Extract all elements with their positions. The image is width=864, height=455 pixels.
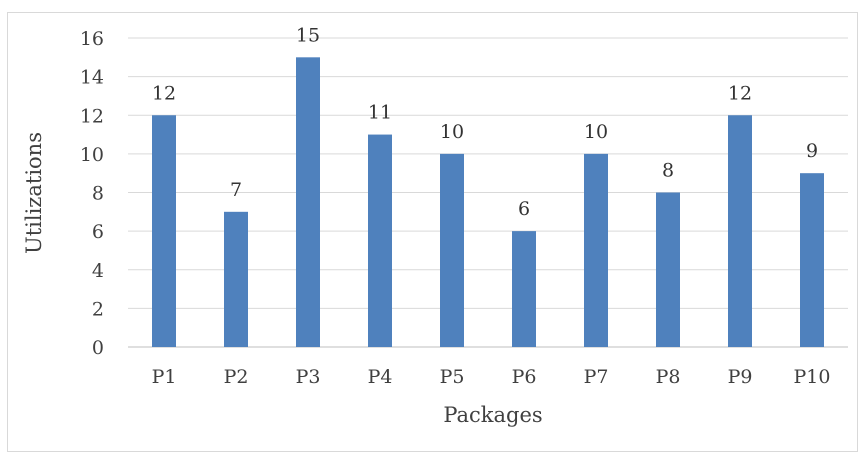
data-label-p1: 12 (152, 82, 176, 104)
data-label-p8: 8 (662, 160, 674, 182)
y-tick-label: 6 (92, 221, 104, 243)
x-tick-label: P10 (794, 366, 831, 388)
x-tick-label: P1 (152, 366, 177, 388)
x-axis-ticks: P1 P2 P3 P4 P5 P6 P7 P8 P9 P10 (152, 366, 831, 388)
x-tick-label: P8 (656, 366, 681, 388)
x-tick-label: P6 (512, 366, 537, 388)
bar-p2 (224, 212, 248, 347)
x-tick-label: P5 (440, 366, 465, 388)
bar-p1 (152, 115, 176, 347)
bar-p9 (728, 115, 752, 347)
y-axis-ticks: 0 2 4 6 8 10 12 14 16 (80, 28, 104, 359)
data-label-p10: 9 (806, 140, 818, 162)
data-label-p2: 7 (230, 179, 242, 201)
data-label-p6: 6 (518, 198, 530, 220)
data-label-p5: 10 (440, 121, 464, 143)
bars (152, 57, 824, 347)
data-label-p3: 15 (296, 24, 320, 46)
y-tick-label: 0 (92, 337, 104, 359)
y-tick-label: 4 (92, 260, 104, 282)
y-tick-label: 14 (80, 67, 104, 89)
x-tick-label: P4 (368, 366, 393, 388)
y-axis-title: Utilizations (22, 132, 46, 254)
bar-p8 (656, 193, 680, 348)
x-tick-label: P9 (728, 366, 753, 388)
data-label-p9: 12 (728, 82, 752, 104)
y-tick-label: 16 (80, 28, 104, 50)
bar-p5 (440, 154, 464, 347)
x-tick-label: P3 (296, 366, 321, 388)
y-tick-label: 8 (92, 183, 104, 205)
x-tick-label: P2 (224, 366, 249, 388)
data-labels: 12 7 15 11 10 6 10 8 12 9 (152, 24, 818, 220)
data-label-p4: 11 (368, 102, 392, 124)
y-tick-label: 2 (92, 298, 104, 320)
x-tick-label: P7 (584, 366, 609, 388)
y-tick-label: 10 (80, 144, 104, 166)
bar-p4 (368, 135, 392, 347)
bar-p10 (800, 173, 824, 347)
bar-p7 (584, 154, 608, 347)
y-tick-label: 12 (80, 105, 104, 127)
bar-p6 (512, 231, 536, 347)
data-label-p7: 10 (584, 121, 608, 143)
x-axis-title: Packages (443, 403, 542, 427)
bar-p3 (296, 57, 320, 347)
